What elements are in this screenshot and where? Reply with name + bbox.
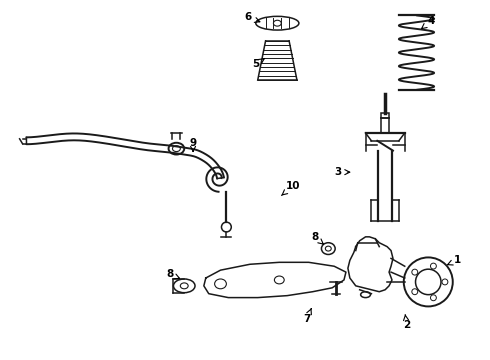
Text: 3: 3 <box>335 167 350 177</box>
Text: 2: 2 <box>403 315 410 330</box>
Text: 4: 4 <box>421 16 435 28</box>
Text: 8: 8 <box>166 269 179 279</box>
Text: 8: 8 <box>311 232 323 244</box>
Text: 1: 1 <box>448 255 461 265</box>
Text: 10: 10 <box>282 181 300 195</box>
Text: 9: 9 <box>190 138 196 151</box>
Text: 5: 5 <box>252 58 265 69</box>
Text: 6: 6 <box>245 12 260 22</box>
Text: 7: 7 <box>303 309 311 324</box>
